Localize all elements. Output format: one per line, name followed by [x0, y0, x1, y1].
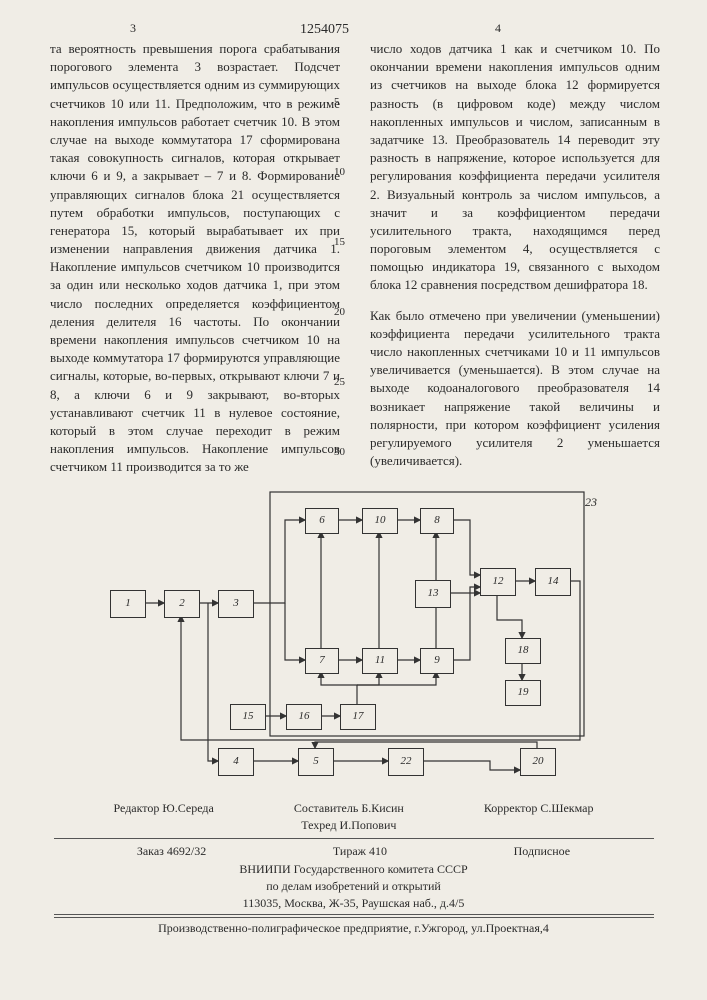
diagram-box-18: 18 [505, 638, 541, 664]
diagram-box-1: 1 [110, 590, 146, 618]
footer-order: Заказ 4692/32 [137, 843, 206, 860]
footer-address: 113035, Москва, Ж-35, Раушская наб., д.4… [0, 895, 707, 912]
diagram-box-19: 19 [505, 680, 541, 706]
footer-corrector: Корректор С.Шекмар [484, 800, 594, 834]
right-column: число ходов датчика 1 как и счетчиком 10… [370, 40, 660, 477]
diagram-box-16: 16 [286, 704, 322, 730]
diagram-box-13: 13 [415, 580, 451, 608]
document-number: 1254075 [300, 20, 349, 40]
diagram-box-9: 9 [420, 648, 454, 674]
diagram-box-7: 7 [305, 648, 339, 674]
diagram-box-4: 4 [218, 748, 254, 776]
diagram-box-10: 10 [362, 508, 398, 534]
diagram-box-22: 22 [388, 748, 424, 776]
diagram-box-2: 2 [164, 590, 200, 618]
diagram-box-15: 15 [230, 704, 266, 730]
diagram-box-20: 20 [520, 748, 556, 776]
footer-printer: Производственно-полиграфическое предприя… [0, 920, 707, 937]
diagram-box-6: 6 [305, 508, 339, 534]
diagram-box-8: 8 [420, 508, 454, 534]
footer-editor: Редактор Ю.Середа [114, 800, 214, 834]
left-column: та вероятность превышения порога срабаты… [50, 40, 340, 477]
diagram-box-11: 11 [362, 648, 398, 674]
label-23: 23 [585, 494, 597, 511]
diagram-box-14: 14 [535, 568, 571, 596]
footer-compiler: Составитель Б.Кисин [294, 801, 404, 815]
footer-dept: по делам изобретений и открытий [0, 878, 707, 895]
footer: Редактор Ю.Середа Составитель Б.Кисин Те… [0, 798, 707, 937]
diagram-box-17: 17 [340, 704, 376, 730]
page-num-right: 4 [495, 20, 501, 37]
diagram-box-3: 3 [218, 590, 254, 618]
footer-vniipi: ВНИИПИ Государственного комитета СССР [0, 861, 707, 878]
diagram-box-12: 12 [480, 568, 516, 596]
footer-signed: Подписное [514, 843, 571, 860]
right-para-1: число ходов датчика 1 как и счетчиком 10… [370, 40, 660, 295]
block-diagram: 123456789101112131415161718192022 23 [110, 480, 600, 780]
text-columns: та вероятность превышения порога срабаты… [50, 40, 660, 477]
diagram-wires [110, 480, 600, 780]
page-num-left: 3 [130, 20, 136, 37]
diagram-box-5: 5 [298, 748, 334, 776]
footer-tirazh: Тираж 410 [333, 843, 387, 860]
footer-tech: Техред И.Попович [301, 818, 396, 832]
right-para-2: Как было отмечено при увеличении (уменьш… [370, 307, 660, 471]
